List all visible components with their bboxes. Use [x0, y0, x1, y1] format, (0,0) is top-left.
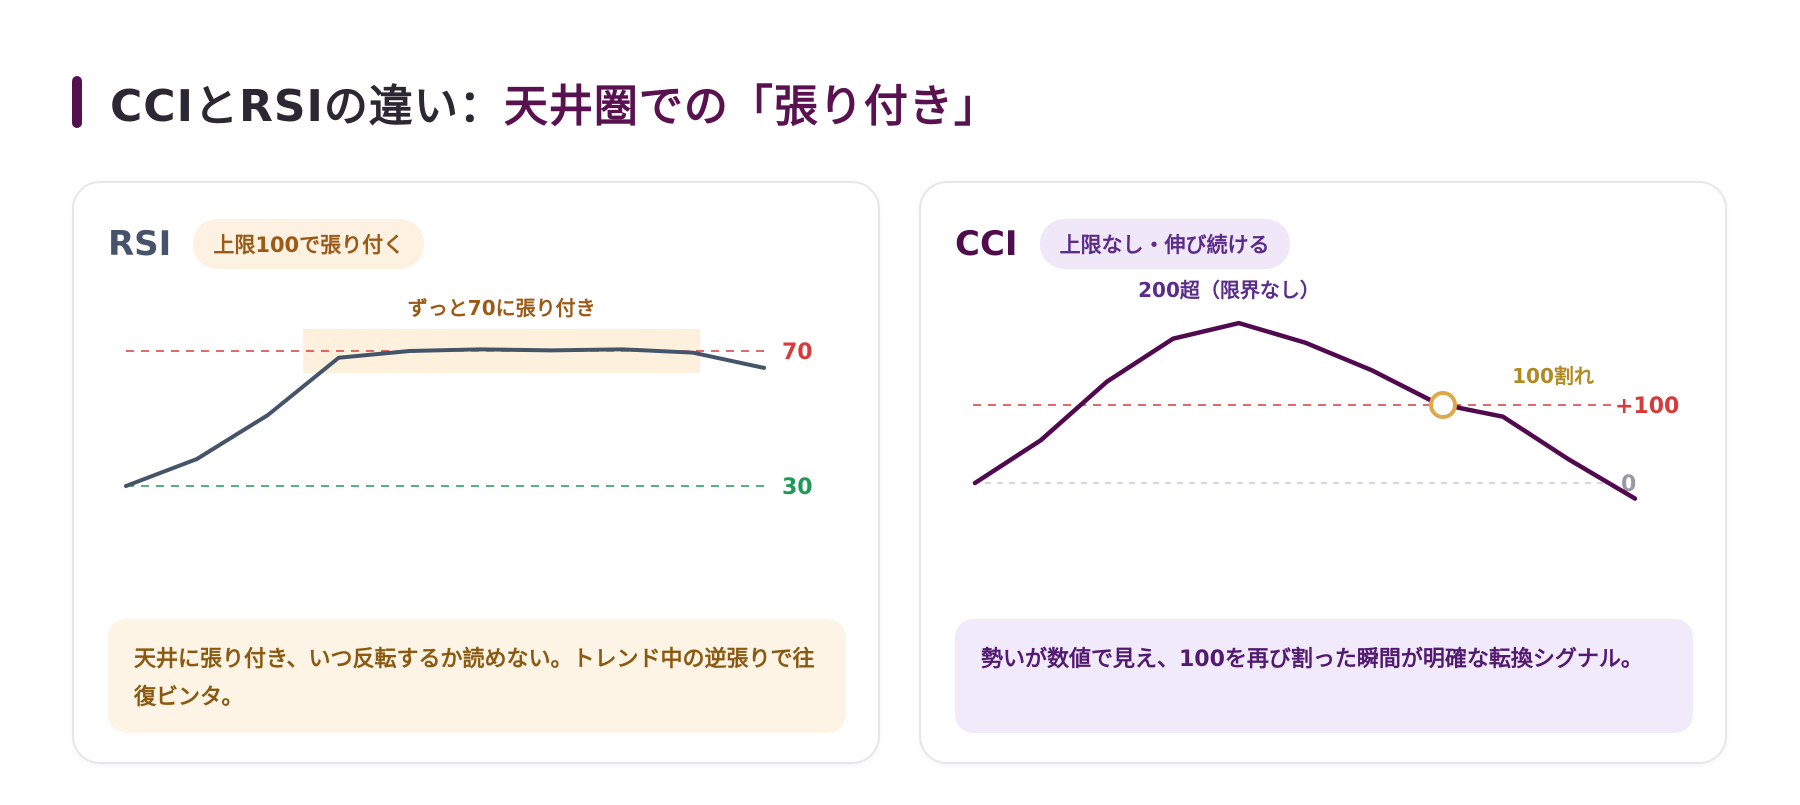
rsi-card-name: RSI [108, 224, 172, 264]
rsi-card-header: RSI 上限100で張り付く [108, 219, 425, 269]
cci-note: 勢いが数値で見え、100を再び割った瞬間が明確な転換シグナル。 [955, 619, 1693, 733]
page-title: CCIとRSIの違い：天井圏での「張り付き」 [72, 72, 999, 132]
title-main: CCIとRSIの違い： [110, 81, 504, 132]
ref-label-plus100: +100 [1615, 394, 1679, 419]
cci-pill: 上限なし・伸び続ける [1039, 219, 1290, 269]
highlight-label: ずっと70に張り付き [408, 296, 596, 320]
annotation-cross: 100割れ [1512, 364, 1594, 388]
cross-marker [1429, 391, 1457, 419]
cci-card-header: CCI 上限なし・伸び続ける [955, 219, 1290, 269]
ref-label-70: 70 [782, 340, 813, 365]
title-text: CCIとRSIの違い：天井圏での「張り付き」 [110, 70, 999, 134]
rsi-pill: 上限100で張り付く [193, 219, 425, 269]
title-accent-bar [72, 76, 82, 128]
rsi-chart: ずっと70に張り付き 70 30 [124, 296, 813, 500]
rsi-note: 天井に張り付き、いつ反転するか読めない。トレンド中の逆張りで往復ビンタ。 [108, 619, 846, 733]
rsi-series-line [124, 347, 766, 488]
cci-card: CCI 上限なし・伸び続ける +100 0 200超（限界なし） 100割れ 勢いが数… [919, 181, 1727, 764]
ref-label-30: 30 [782, 475, 813, 500]
annotation-peak: 200超（限界なし） [1138, 278, 1320, 302]
title-accent: 天井圏での「張り付き」 [503, 81, 999, 132]
rsi-card: RSI 上限100で張り付く ずっと70に張り付き 70 30 天井に張り付き、いつ… [72, 181, 880, 764]
cci-series-line [972, 320, 1638, 501]
cci-card-name: CCI [955, 224, 1018, 264]
